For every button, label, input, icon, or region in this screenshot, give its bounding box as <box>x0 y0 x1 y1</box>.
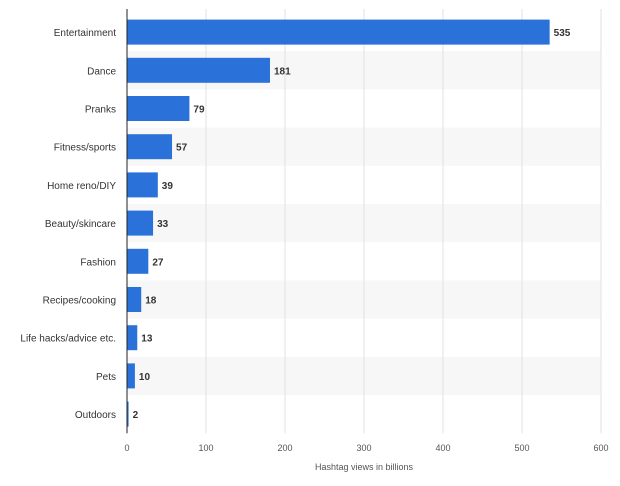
category-label: Home reno/DIY <box>47 181 116 192</box>
bars <box>127 19 550 427</box>
value-labels: 535 181 79 57 39 33 27 18 13 10 2 <box>133 28 571 421</box>
category-label: Dance <box>87 66 116 77</box>
x-tick-label: 600 <box>593 443 608 453</box>
category-label: Outdoors <box>75 410 116 421</box>
x-tick-label: 300 <box>356 443 371 453</box>
category-label: Entertainment <box>54 28 116 39</box>
value-label: 57 <box>176 143 188 154</box>
value-label: 535 <box>554 28 571 39</box>
value-label: 181 <box>274 66 291 77</box>
bar[interactable] <box>127 325 138 351</box>
category-label: Recipes/cooking <box>43 296 116 307</box>
category-label: Life hacks/advice etc. <box>20 334 116 345</box>
value-label: 10 <box>139 372 151 383</box>
x-tick-label: 500 <box>514 443 529 453</box>
bar[interactable] <box>127 134 173 160</box>
bar[interactable] <box>127 363 135 389</box>
value-label: 27 <box>152 257 164 268</box>
category-label: Pranks <box>85 105 116 116</box>
category-label: Pets <box>96 372 116 383</box>
category-labels: Entertainment Dance Pranks Fitness/sports Ho… <box>20 28 116 421</box>
x-tick-label: 0 <box>124 443 129 453</box>
x-axis-title: Hashtag views in billions <box>315 462 414 472</box>
grid-lines <box>205 9 602 434</box>
category-label: Beauty/skincare <box>45 219 117 230</box>
value-label: 13 <box>141 334 153 345</box>
bar[interactable] <box>127 96 190 121</box>
bar[interactable] <box>127 172 158 198</box>
value-label: 79 <box>193 105 205 116</box>
x-tick-label: 400 <box>435 443 450 453</box>
x-tick-labels: 0 100 200 300 400 500 600 <box>124 443 608 453</box>
value-label: 39 <box>162 181 174 192</box>
bar[interactable] <box>127 19 550 45</box>
category-label: Fashion <box>80 257 116 268</box>
x-tick-label: 200 <box>277 443 292 453</box>
bar[interactable] <box>127 287 142 312</box>
value-label: 18 <box>145 296 157 307</box>
bar[interactable] <box>127 57 270 83</box>
category-label: Fitness/sports <box>54 143 116 154</box>
value-label: 33 <box>157 219 169 230</box>
x-tick-label: 100 <box>198 443 213 453</box>
bar[interactable] <box>127 248 149 274</box>
bar[interactable] <box>127 401 129 427</box>
value-label: 2 <box>133 410 139 421</box>
bar[interactable] <box>127 210 154 236</box>
